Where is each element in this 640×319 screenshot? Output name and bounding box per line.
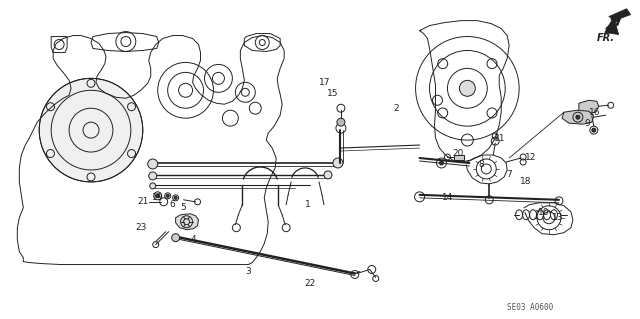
Circle shape xyxy=(150,183,156,189)
Circle shape xyxy=(337,118,345,126)
Text: FR.: FR. xyxy=(596,33,615,42)
Circle shape xyxy=(576,115,580,119)
Circle shape xyxy=(460,80,476,96)
Bar xyxy=(454,155,465,160)
Circle shape xyxy=(440,161,444,165)
Text: 10: 10 xyxy=(538,208,550,217)
Circle shape xyxy=(333,158,343,168)
Text: 9: 9 xyxy=(584,119,589,128)
Text: 4: 4 xyxy=(191,235,196,244)
Text: 23: 23 xyxy=(135,223,147,232)
Text: 8: 8 xyxy=(479,160,484,169)
Text: 2: 2 xyxy=(394,104,399,113)
Text: 15: 15 xyxy=(327,89,339,98)
Circle shape xyxy=(156,194,160,198)
Text: SE03 A0600: SE03 A0600 xyxy=(507,303,554,312)
Text: 18: 18 xyxy=(520,177,532,186)
Polygon shape xyxy=(605,9,630,34)
Text: 7: 7 xyxy=(506,170,512,179)
Polygon shape xyxy=(562,110,594,124)
Text: 22: 22 xyxy=(305,279,316,288)
Text: 21: 21 xyxy=(137,197,148,206)
Circle shape xyxy=(172,234,180,241)
Text: 6: 6 xyxy=(170,200,175,209)
Circle shape xyxy=(148,172,157,180)
Text: 1: 1 xyxy=(305,200,311,209)
Text: 14: 14 xyxy=(442,193,453,202)
Text: 20: 20 xyxy=(452,149,464,158)
Circle shape xyxy=(148,159,157,169)
Circle shape xyxy=(324,171,332,179)
Polygon shape xyxy=(175,214,198,230)
Circle shape xyxy=(592,128,596,132)
Text: 11: 11 xyxy=(493,134,505,143)
Circle shape xyxy=(39,78,143,182)
Circle shape xyxy=(166,194,169,197)
Text: 12: 12 xyxy=(525,152,537,161)
Circle shape xyxy=(174,196,177,199)
Text: 19: 19 xyxy=(152,193,163,202)
Text: 3: 3 xyxy=(245,267,251,276)
Text: 17: 17 xyxy=(319,78,331,87)
Text: 16: 16 xyxy=(589,108,600,117)
Text: 5: 5 xyxy=(180,203,186,212)
Text: 13: 13 xyxy=(552,213,564,222)
Polygon shape xyxy=(579,100,599,113)
